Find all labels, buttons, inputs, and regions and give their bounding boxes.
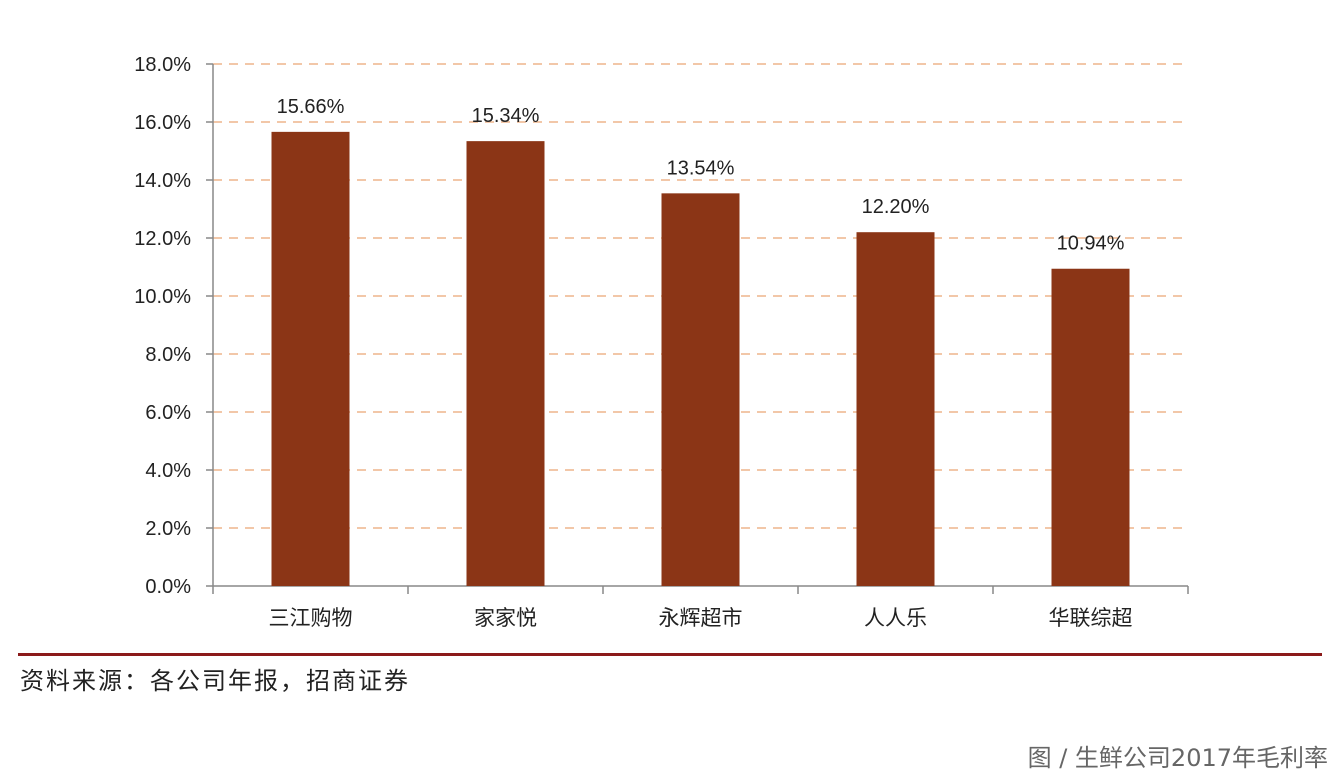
data-label: 15.66%: [277, 96, 345, 118]
data-label: 13.54%: [667, 157, 735, 179]
y-tick-label: 4.0%: [145, 460, 191, 482]
bar-4: [856, 232, 935, 586]
y-tick-label: 2.0%: [145, 518, 191, 540]
data-label: 15.34%: [472, 105, 540, 127]
bar-chart: 0.0% 2.0% 4.0% 6.0% 8.0% 10.0% 12.0% 14.0% 16.0%…: [134, 54, 1189, 630]
category-label: 华联综超: [1049, 606, 1133, 630]
y-tick-label: 10.0%: [134, 286, 191, 308]
data-label: 12.20%: [862, 196, 930, 218]
labels: 0.0% 2.0% 4.0% 6.0% 8.0% 10.0% 12.0% 14.0% 16.0%…: [134, 54, 1132, 630]
category-label: 人人乐: [864, 606, 927, 630]
y-tick-label: 6.0%: [145, 402, 191, 424]
y-tick-label: 14.0%: [134, 170, 191, 192]
bar-5: [1051, 268, 1130, 586]
category-label: 永辉超市: [659, 606, 743, 630]
y-tick-label: 0.0%: [145, 576, 191, 598]
bar-3: [661, 193, 740, 586]
source-divider: [18, 653, 1322, 656]
category-label: 三江购物: [269, 606, 353, 630]
y-tick-label: 18.0%: [134, 54, 191, 76]
y-tick-label: 12.0%: [134, 228, 191, 250]
source-note: 资料来源：各公司年报，招商证券: [20, 667, 410, 695]
y-tick-label: 16.0%: [134, 112, 191, 134]
bars: [271, 131, 1130, 587]
data-label: 10.94%: [1057, 233, 1125, 255]
category-label: 家家悦: [474, 606, 537, 630]
y-tick-label: 8.0%: [145, 344, 191, 366]
bar-1: [271, 131, 350, 587]
figure-caption: 图 / 生鲜公司2017年毛利率: [1027, 744, 1328, 772]
bar-2: [466, 141, 545, 586]
